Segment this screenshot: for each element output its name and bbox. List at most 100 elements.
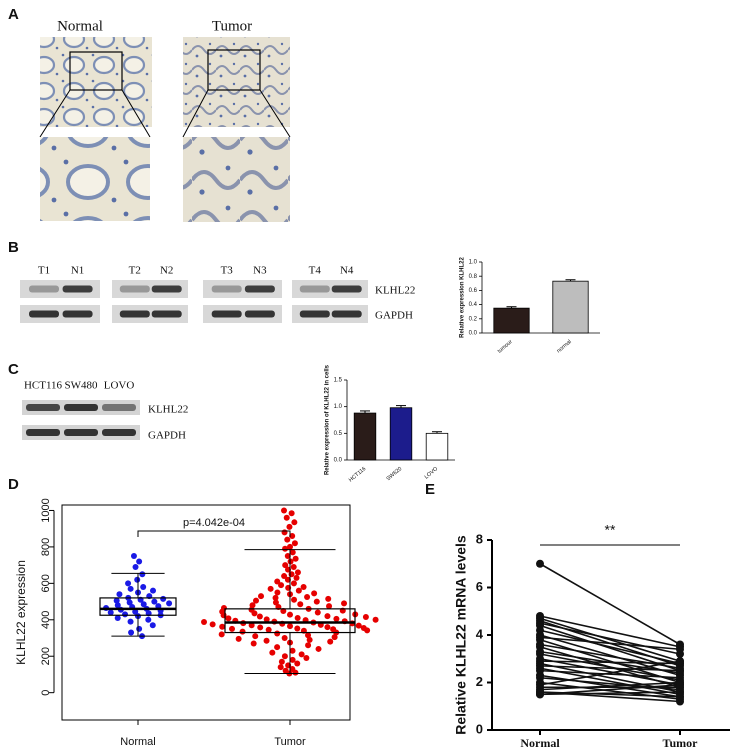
x-tick-label: Normal bbox=[520, 736, 560, 750]
data-point bbox=[281, 573, 288, 580]
annotation: p=4.042e-04 bbox=[183, 517, 245, 529]
data-point bbox=[127, 618, 134, 625]
data-point bbox=[263, 637, 270, 644]
pair-line bbox=[539, 629, 681, 665]
blot-band bbox=[299, 310, 330, 318]
blot-band bbox=[102, 429, 136, 436]
y-tick-label: 1.5 bbox=[334, 378, 343, 384]
data-point bbox=[331, 634, 338, 641]
y-axis-label: Relative expression KLHL22 bbox=[460, 256, 466, 337]
blot-band bbox=[29, 310, 59, 318]
data-point bbox=[274, 630, 281, 637]
data-point bbox=[290, 563, 297, 570]
data-point bbox=[114, 614, 121, 621]
data-point bbox=[130, 553, 137, 560]
data-point bbox=[288, 510, 295, 517]
data-point bbox=[286, 523, 293, 530]
data-point bbox=[284, 536, 291, 543]
data-point bbox=[676, 657, 684, 666]
lane-label: N1 bbox=[71, 265, 84, 277]
blot-band bbox=[211, 310, 242, 318]
data-point bbox=[291, 519, 298, 526]
bar bbox=[389, 407, 413, 461]
blot-band bbox=[331, 310, 362, 318]
data-point bbox=[325, 595, 332, 602]
data-point bbox=[324, 624, 331, 631]
pair-line bbox=[539, 681, 681, 691]
blot-row-label: GAPDH bbox=[148, 430, 186, 442]
data-point bbox=[304, 594, 311, 601]
data-point bbox=[536, 688, 544, 696]
data-point bbox=[127, 585, 134, 592]
data-point bbox=[287, 558, 294, 565]
y-tick-label: 1.0 bbox=[334, 404, 343, 410]
y-tick-label: 0 bbox=[476, 721, 483, 736]
data-point bbox=[225, 615, 232, 622]
data-point bbox=[218, 631, 225, 638]
blot-row-label: KLHL22 bbox=[375, 285, 415, 297]
data-point bbox=[107, 609, 114, 616]
panel-letter: A bbox=[8, 6, 19, 23]
data-point bbox=[292, 555, 299, 562]
pair-line bbox=[539, 665, 681, 672]
data-point bbox=[295, 587, 302, 594]
data-point bbox=[284, 576, 291, 583]
data-point bbox=[362, 614, 369, 621]
pair-line bbox=[539, 615, 681, 648]
data-point bbox=[269, 649, 276, 656]
blot-strip bbox=[112, 280, 188, 298]
data-point bbox=[311, 590, 318, 597]
data-point bbox=[145, 616, 152, 623]
data-point bbox=[289, 532, 296, 539]
data-point bbox=[291, 540, 298, 547]
annotation: ** bbox=[605, 522, 616, 538]
blot-band bbox=[62, 285, 93, 293]
data-point bbox=[253, 597, 260, 604]
lane-label: HCT116 bbox=[24, 380, 63, 392]
y-tick-label: 8 bbox=[476, 531, 483, 546]
data-point bbox=[287, 623, 293, 630]
data-point bbox=[293, 574, 300, 581]
lane-label: T1 bbox=[38, 265, 50, 277]
data-point bbox=[676, 692, 684, 701]
ihc-image bbox=[183, 37, 290, 127]
data-point bbox=[272, 594, 279, 601]
zoom-box bbox=[207, 49, 261, 91]
data-point bbox=[252, 633, 259, 640]
blot-band bbox=[62, 310, 93, 318]
zoom-box bbox=[69, 51, 123, 91]
data-point bbox=[278, 582, 285, 589]
lane-label: N3 bbox=[253, 265, 267, 277]
x-tick-label: LOVO bbox=[424, 466, 440, 481]
data-point bbox=[324, 613, 331, 620]
data-point bbox=[136, 625, 143, 632]
data-point bbox=[251, 610, 258, 617]
y-tick-label: 200 bbox=[40, 647, 52, 665]
blot-band bbox=[119, 310, 150, 318]
data-point bbox=[305, 632, 312, 639]
data-point bbox=[536, 559, 544, 568]
ihc-zoom-image bbox=[40, 137, 150, 221]
panel-letter: B bbox=[8, 239, 19, 256]
lane-label: T2 bbox=[129, 265, 141, 277]
y-tick-label: 0.0 bbox=[469, 331, 478, 337]
zoom-line bbox=[182, 89, 209, 138]
data-point bbox=[274, 578, 281, 585]
data-point bbox=[263, 616, 270, 623]
data-point bbox=[297, 601, 304, 608]
data-point bbox=[341, 600, 348, 607]
data-point bbox=[114, 602, 121, 609]
y-tick-label: 0.4 bbox=[469, 302, 478, 308]
data-point bbox=[258, 593, 265, 600]
x-tick-label: Tumor bbox=[274, 736, 306, 748]
data-point bbox=[140, 601, 147, 608]
box bbox=[224, 608, 356, 634]
blot-band bbox=[26, 404, 60, 411]
pair-line bbox=[539, 691, 681, 698]
data-point bbox=[160, 595, 167, 602]
data-point bbox=[289, 656, 296, 663]
data-point bbox=[256, 613, 263, 620]
data-point bbox=[149, 622, 156, 629]
x-tick-label: HCT116 bbox=[348, 466, 367, 484]
